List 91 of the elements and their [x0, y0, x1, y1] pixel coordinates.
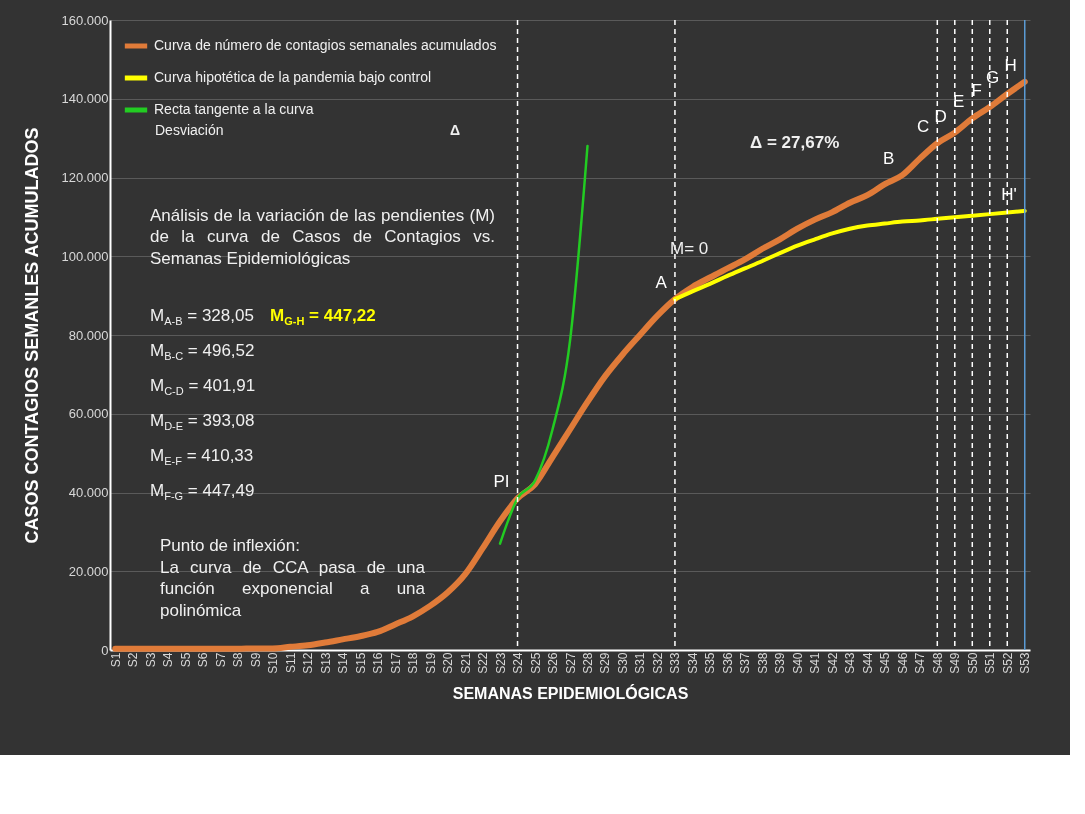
x-axis-title: SEMANAS EPIDEMIOLÓGICAS	[452, 683, 689, 702]
annotation: E	[952, 92, 965, 112]
annotation: Δ	[450, 122, 461, 140]
y-tick-label: 140.000	[61, 91, 109, 107]
y-tick-label: 100.000	[61, 248, 109, 264]
x-tick-label: S21	[458, 652, 473, 674]
x-tick-label: S26	[546, 652, 561, 674]
x-tick-label: S37	[738, 652, 753, 674]
annotation: La curva de CCA pasa de una función exponencial a una polinómica	[160, 557, 425, 621]
annotation: M$_{F-G}$ = 447,49	[150, 480, 255, 505]
x-tick-label: S27	[563, 652, 578, 674]
x-tick-label: S53	[1018, 652, 1033, 674]
x-tick-label: S4	[161, 652, 176, 668]
x-tick-label: S35	[703, 652, 718, 674]
x-tick-label: S41	[808, 652, 823, 674]
x-tick-label: S30	[615, 652, 630, 674]
x-tick-label: S2	[126, 652, 141, 668]
annotation: M$_{G-H}$ = 447,22	[270, 305, 376, 330]
x-tick-label: S6	[196, 652, 211, 668]
x-tick-label: S40	[790, 652, 805, 674]
x-tick-label: S19	[423, 652, 438, 674]
x-tick-label: S24	[511, 652, 526, 674]
x-tick-label: S36	[720, 652, 735, 674]
y-tick-label: 60.000	[68, 406, 109, 422]
x-tick-label: S50	[965, 652, 980, 674]
x-tick-label: S43	[843, 652, 858, 674]
annotation: Análisis de la variación de las pendientes (M) de la curva de Casos de Contagios vs. Semanas Epidemiológicas	[150, 205, 495, 269]
legend-label: Curva de número de contagios semanales acumulados	[154, 37, 497, 53]
annotation: G	[986, 68, 1000, 88]
annotation: H	[1004, 55, 1017, 75]
x-tick-label: S42	[825, 652, 840, 674]
x-tick-label: S14	[336, 652, 351, 674]
x-tick-label: S46	[895, 652, 910, 674]
x-tick-label: S16	[371, 652, 386, 674]
line-series	[672, 208, 1027, 302]
x-tick-label: S1	[108, 652, 123, 668]
x-tick-label: S18	[406, 652, 421, 674]
annotation: PI	[493, 472, 510, 492]
x-tick-label: S17	[388, 652, 403, 674]
x-tick-label: S28	[580, 652, 595, 674]
x-tick-label: S29	[598, 652, 613, 674]
annotation: C	[917, 117, 930, 137]
x-tick-label: S8	[231, 652, 246, 668]
annotation: Δ = 27,67%	[750, 132, 840, 154]
annotation: M= 0	[670, 238, 709, 260]
x-tick-label: S22	[476, 652, 491, 674]
x-tick-label: S25	[528, 652, 543, 674]
x-tick-label: S45	[878, 652, 893, 674]
y-tick-label: 120.000	[61, 170, 109, 185]
y-tick-label: 0	[101, 642, 109, 658]
x-tick-label: S33	[668, 652, 683, 674]
x-tick-label: S51	[983, 652, 998, 674]
annotation: M$_{A-B}$ = 328,05	[150, 305, 254, 330]
x-tick-label: S7	[213, 652, 228, 668]
y-tick-label: 80.000	[68, 327, 109, 343]
x-tick-label: S49	[948, 652, 963, 674]
annotation: M$_{C-D}$ = 401,91	[150, 375, 256, 400]
x-tick-label: S13	[318, 652, 333, 674]
x-tick-label: S15	[353, 652, 368, 674]
x-tick-label: S9	[248, 652, 263, 668]
x-tick-label: S23	[493, 652, 508, 674]
annotation: B	[882, 149, 895, 169]
x-tick-label: S10	[266, 652, 281, 674]
y-axis-title: CASOS CONTAGIOS SEMANLES ACUMULADOS	[21, 127, 42, 544]
x-tick-label: S5	[178, 652, 193, 668]
annotation: M$_{D-E}$ = 393,08	[150, 410, 255, 435]
x-tick-label: S34	[685, 652, 700, 674]
annotation: Desviación	[155, 122, 224, 140]
x-tick-label: S3	[143, 652, 158, 668]
x-tick-label: S11	[283, 652, 298, 673]
legend-label: Recta tangente a la curva	[154, 101, 314, 117]
annotation: M$_{B-C}$ = 496,52	[150, 340, 255, 365]
x-tick-label: S52	[1000, 652, 1015, 674]
x-tick-label: S31	[633, 652, 648, 674]
y-tick-label: 160.000	[61, 12, 109, 28]
y-tick-label: 40.000	[68, 485, 109, 500]
x-tick-label: S38	[755, 652, 770, 674]
x-tick-label: S48	[930, 652, 945, 674]
x-tick-label: S20	[441, 652, 456, 674]
legend-label: Curva hipotética de la pandemia bajo control	[154, 69, 432, 85]
annotation: M$_{E-F}$ = 410,33	[150, 445, 254, 470]
annotation: Punto de inflexión:	[160, 535, 300, 557]
x-tick-label: S44	[860, 652, 875, 674]
x-tick-label: S12	[301, 652, 316, 674]
annotation: A	[655, 273, 668, 293]
y-tick-label: 20.000	[68, 563, 109, 579]
x-tick-label: S32	[650, 652, 665, 674]
annotation: F	[971, 81, 982, 101]
annotation: H'	[1001, 184, 1017, 204]
x-tick-label: S39	[773, 652, 788, 674]
x-tick-label: S47	[913, 652, 928, 674]
